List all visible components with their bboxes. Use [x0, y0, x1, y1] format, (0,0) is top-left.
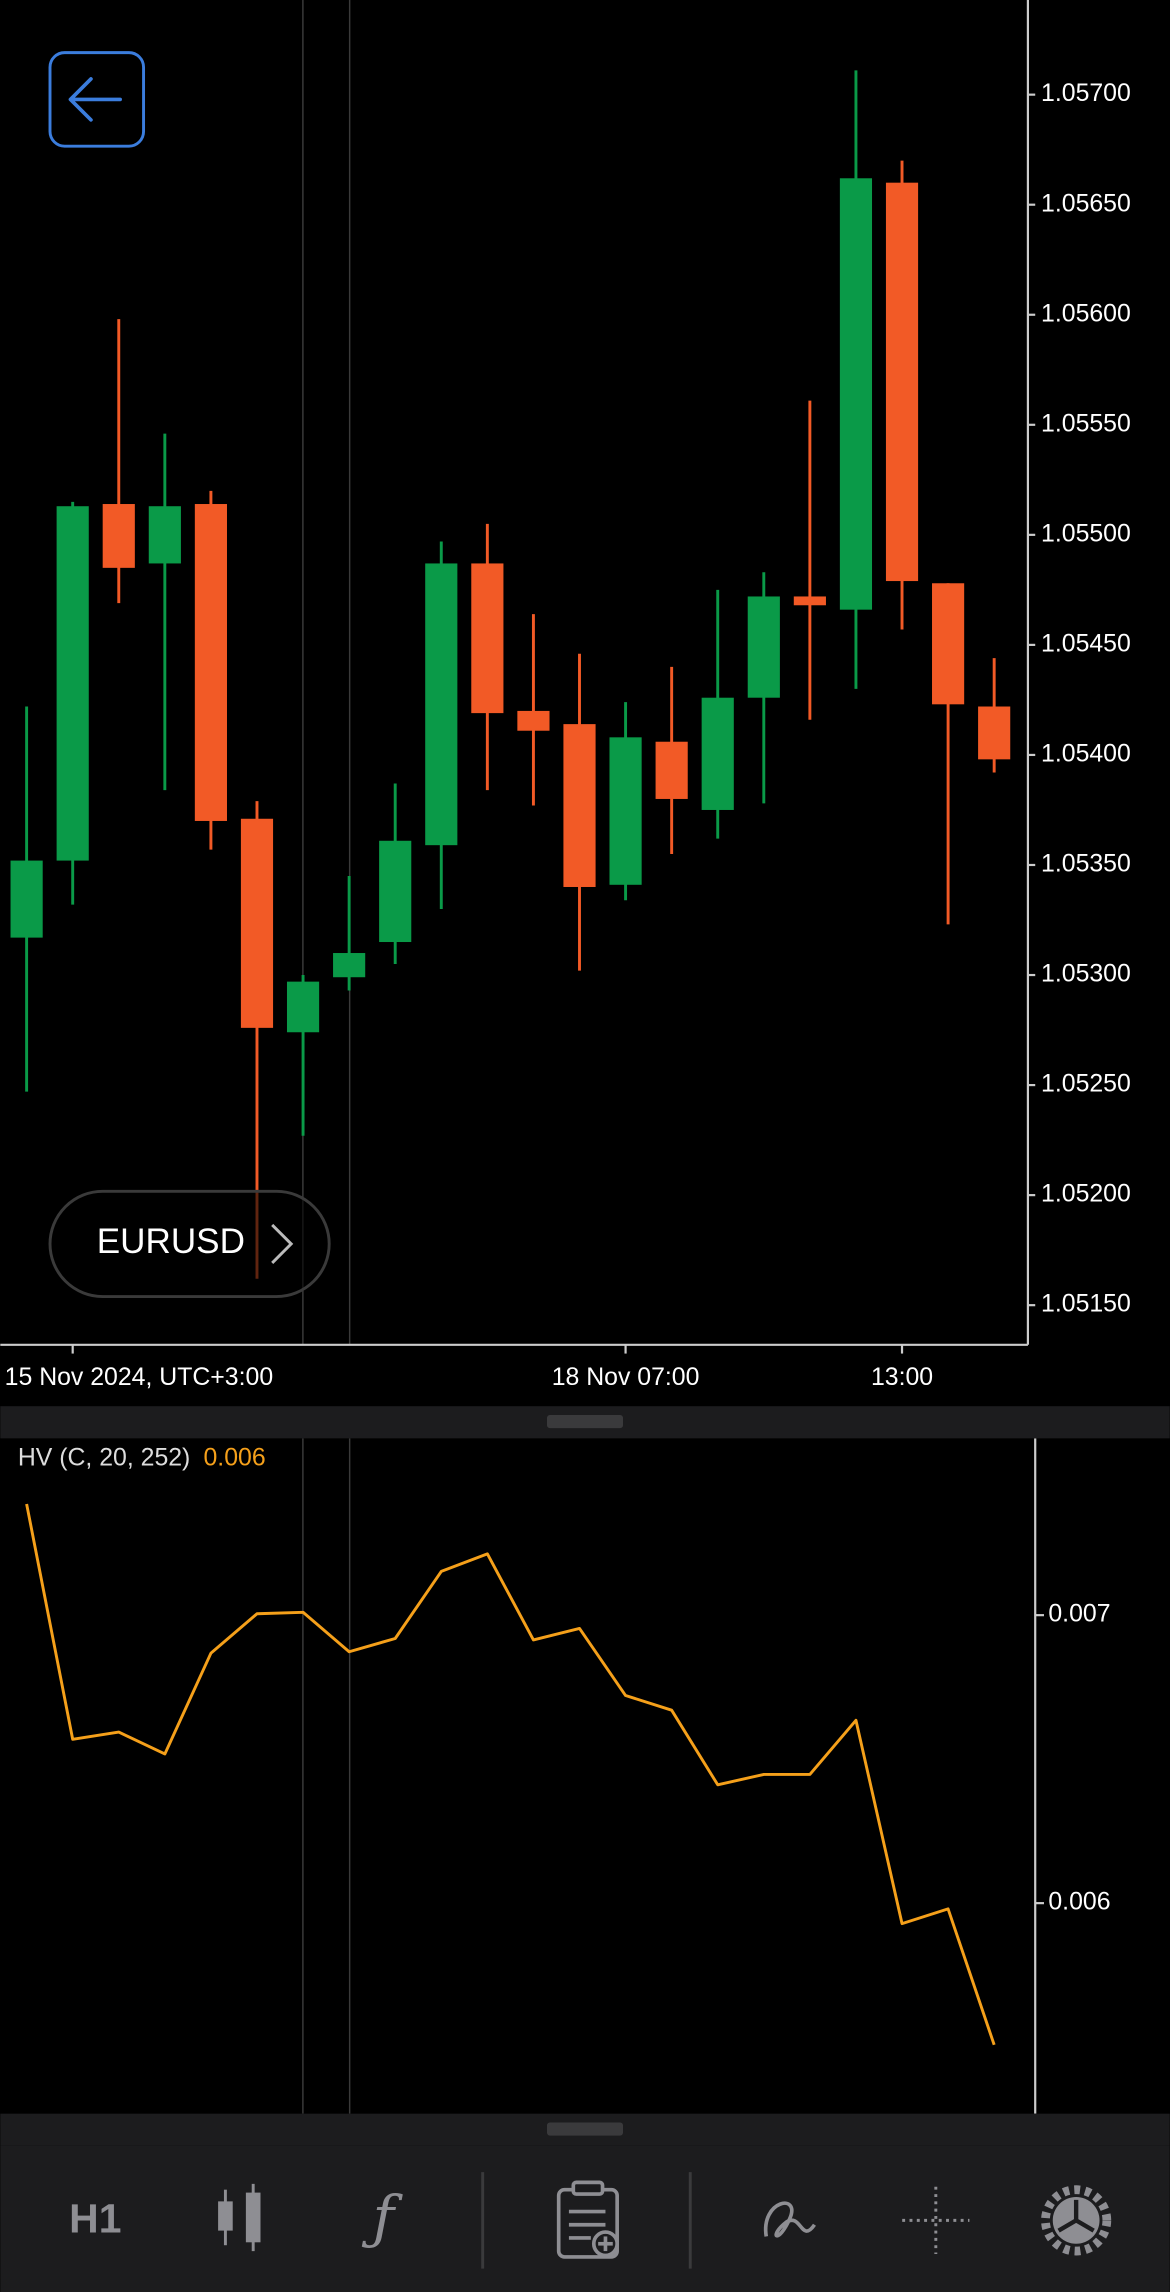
candle-body — [471, 563, 504, 714]
candle-body — [609, 737, 642, 885]
candle-body — [194, 504, 227, 821]
candle-body — [563, 724, 596, 887]
draw-button[interactable] — [763, 2201, 816, 2238]
y-tick-label: 1.05250 — [1041, 1071, 1131, 1098]
candle-body — [56, 506, 89, 861]
y-tick-label: 1.05700 — [1041, 80, 1131, 107]
settings-button[interactable] — [1041, 2185, 1112, 2256]
candle-body — [240, 818, 274, 1028]
candle-body — [102, 504, 135, 568]
y-tick-label: 1.05200 — [1041, 1181, 1131, 1208]
candle-body — [286, 981, 320, 1033]
y-tick-label: 1.05450 — [1041, 630, 1131, 657]
y-tick-label: 1.05500 — [1041, 520, 1131, 547]
timeframe-button[interactable]: H1 — [69, 2196, 121, 2242]
chart-type-button[interactable] — [218, 2183, 261, 2252]
y-tick-label: 1.05400 — [1041, 740, 1131, 767]
orders-button[interactable] — [556, 2180, 619, 2259]
candle-body — [379, 840, 412, 943]
x-tick-label: 13:00 — [871, 1364, 933, 1391]
price-chart: 1.05700 1.05650 1.05600 1.05550 1.05500 1.054… — [0, 0, 1131, 1391]
symbol-label: EURUSD — [97, 1222, 245, 1261]
toolbar — [0, 2145, 1170, 2292]
y-tick-label: 1.05650 — [1041, 190, 1131, 217]
hv-line — [25, 1503, 996, 2046]
y-tick-label: 1.05300 — [1041, 961, 1131, 988]
y-tick-label: 1.05350 — [1041, 851, 1131, 878]
indicator-value: 0.006 — [204, 1444, 266, 1471]
candle-body — [885, 182, 919, 582]
hv-chart: 0.007 0.006 HV (C, 20, 252) 0.006 — [18, 1438, 1111, 2114]
resize-handle[interactable] — [546, 1414, 624, 1429]
candle-body — [932, 583, 965, 705]
symbol-button[interactable]: EURUSD — [48, 1189, 331, 1299]
candle-body — [425, 563, 458, 846]
candle-body — [10, 860, 43, 938]
candle-body — [655, 741, 688, 799]
y-tick-label: 0.006 — [1048, 1889, 1110, 1916]
y-tick-label: 1.05150 — [1041, 1291, 1131, 1318]
candle-body — [793, 596, 826, 606]
candle-body — [839, 178, 873, 610]
y-tick-label: 1.05600 — [1041, 300, 1131, 327]
y-tick-label: 0.007 — [1048, 1601, 1110, 1628]
indicator-title: HV (C, 20, 252) — [18, 1444, 191, 1471]
candle-body — [333, 953, 366, 978]
x-tick-label: 18 Nov 07:00 — [552, 1364, 700, 1391]
y-tick-label: 1.05550 — [1041, 410, 1131, 437]
candle-body — [517, 710, 550, 731]
x-tick-label: 15 Nov 2024, UTC+3:00 — [5, 1364, 273, 1391]
candle-body — [148, 506, 181, 564]
candle-body — [747, 596, 780, 698]
candle-body — [978, 706, 1011, 760]
candle-body — [701, 697, 734, 810]
back-button[interactable] — [48, 51, 146, 148]
resize-handle[interactable] — [546, 2122, 624, 2136]
